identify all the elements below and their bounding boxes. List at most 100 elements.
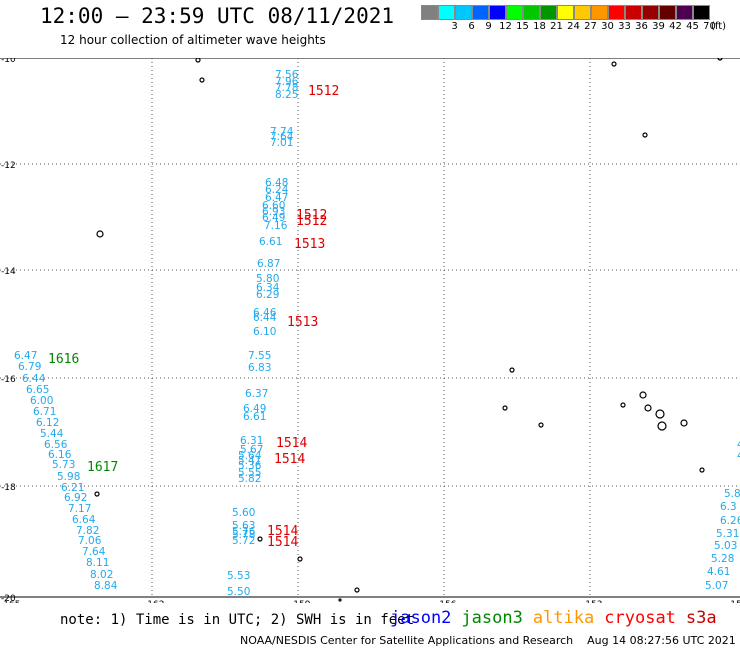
wave-height-label: 8.02 [90, 569, 113, 581]
wave-height-label: 5.53 [227, 570, 250, 582]
axis-labels: -10 -12 -14 -16 -18 -20-165 -162 -159 -156 -153 -1… [0, 58, 740, 603]
wave-height-label: 6.12 [36, 417, 59, 429]
pass-time-label: 1514 [267, 535, 298, 550]
color-scale-legend [421, 5, 710, 20]
wave-height-label: 5.28 [711, 553, 734, 565]
wave-height-label: 6.44 [253, 312, 277, 324]
legend-swatch [591, 5, 608, 20]
island-outline [680, 419, 688, 427]
legend-label: 3 [451, 21, 458, 32]
wave-height-label: 8.11 [86, 557, 109, 569]
wave-height-label: 6.10 [253, 326, 276, 338]
wave-height-label: 6.83 [248, 362, 271, 374]
wave-height-label: 7.96 [275, 76, 299, 88]
island-outline [538, 422, 544, 428]
wave-height-label: 7.64 [82, 546, 106, 558]
wave-height-label: 6.56 [44, 439, 68, 451]
wave-height-label: 6.87 [257, 258, 280, 270]
page-title: 12:00 – 23:59 UTC 08/11/2021 [40, 4, 395, 28]
wave-height-label: 6.31 [240, 435, 263, 447]
wave-height-label: 6.49 [262, 212, 285, 224]
pass-time-label: 1514 [267, 524, 298, 539]
island-outline [639, 391, 647, 399]
pass-times-layer: 1512151215121513151315141514151415141616… [48, 84, 339, 550]
legend-label: 33 [618, 21, 631, 32]
island-outlines [94, 58, 723, 602]
island-outline [96, 230, 104, 238]
wave-height-label: 8.84 [94, 580, 118, 592]
legend-label: 39 [652, 21, 665, 32]
wave-height-label: 6.00 [30, 395, 53, 407]
footer-credit: NOAA/NESDIS Center for Satellite Applica… [240, 634, 736, 647]
legend-label: 42 [669, 21, 682, 32]
wave-height-label: 6.93 [262, 206, 285, 218]
pass-time-label: 1512 [296, 214, 327, 229]
satellite-legend: jason2 jason3 altika cryosat s3a [390, 608, 727, 628]
legend-swatch [540, 5, 557, 20]
island-outline [699, 467, 705, 473]
legend-swatch [557, 5, 574, 20]
legend-unit: (ft) [710, 21, 727, 32]
legend-swatch [608, 5, 625, 20]
pass-time-label: 1514 [276, 436, 307, 451]
wave-height-label: 7.55 [248, 350, 271, 362]
wave-height-label: 5.50 [227, 586, 250, 598]
island-outline [717, 58, 723, 61]
island-outline [509, 367, 515, 373]
legend-swatch [693, 5, 710, 20]
island-outline [502, 405, 508, 411]
legend-swatch [676, 5, 693, 20]
lat-label: -20 [1, 594, 16, 603]
legend-label: 18 [533, 21, 546, 32]
wave-height-label: 7.82 [76, 525, 99, 537]
wave-height-label: 5.07 [705, 580, 728, 592]
legend-swatch [659, 5, 676, 20]
island-outline [94, 491, 100, 497]
pass-time-label: 1513 [294, 237, 325, 252]
legend-label: 36 [635, 21, 648, 32]
wave-height-label: 6.79 [18, 361, 41, 373]
legend-swatch [523, 5, 540, 20]
wave-height-label: 7.17 [68, 503, 91, 515]
wave-height-label: 6.29 [256, 289, 279, 301]
legend-swatch [625, 5, 642, 20]
wave-height-label: 7.78 [275, 82, 298, 94]
island-outline [611, 61, 617, 67]
pass-time-label: 1513 [287, 315, 318, 330]
island-outline [195, 58, 201, 63]
wave-height-label: 5.60 [232, 507, 255, 519]
wave-height-label: 6.46 [253, 307, 277, 319]
wave-height-label: 5.76 [232, 526, 256, 538]
lon-label: -153 [582, 600, 602, 603]
wave-height-label: 5.82 [238, 473, 261, 485]
wave-height-label: 5.36 [238, 460, 262, 472]
wave-height-label: 6.48 [265, 177, 288, 189]
island-outline [620, 402, 626, 408]
legend-label: 27 [584, 21, 597, 32]
island-outline [199, 77, 205, 83]
legend-swatch [574, 5, 591, 20]
wave-height-label: 6.71 [33, 406, 56, 418]
wave-height-label: 5.31 [716, 528, 739, 540]
legend-swatch [642, 5, 659, 20]
pass-time-label: 1514 [274, 452, 305, 467]
wave-height-label: 5.67 [240, 444, 263, 456]
page-subtitle: 12 hour collection of altimeter wave hei… [60, 33, 326, 47]
lon-label: -156 [436, 600, 457, 603]
wave-height-map: 7.567.967.788.257.747.647.016.486.246.47… [0, 58, 740, 603]
wave-height-label: 6.3 [720, 501, 737, 513]
legend-label: 12 [499, 21, 512, 32]
satellite-s3a: s3a [685, 608, 717, 628]
lon-label: -15 [727, 600, 740, 603]
map-grid [0, 58, 740, 598]
wave-height-label: 5.03 [714, 540, 737, 552]
island-outline [354, 587, 360, 593]
wave-height-label: 6.61 [259, 236, 282, 248]
wave-height-label: 6.65 [26, 384, 49, 396]
wave-height-label: 7.01 [270, 137, 293, 149]
wave-height-label: 6.47 [265, 192, 288, 204]
satellite-jason3: jason3 [461, 608, 523, 628]
wave-height-label: 7.16 [264, 220, 288, 232]
wave-height-label: 5.98 [57, 471, 80, 483]
legend-label: 45 [686, 21, 699, 32]
